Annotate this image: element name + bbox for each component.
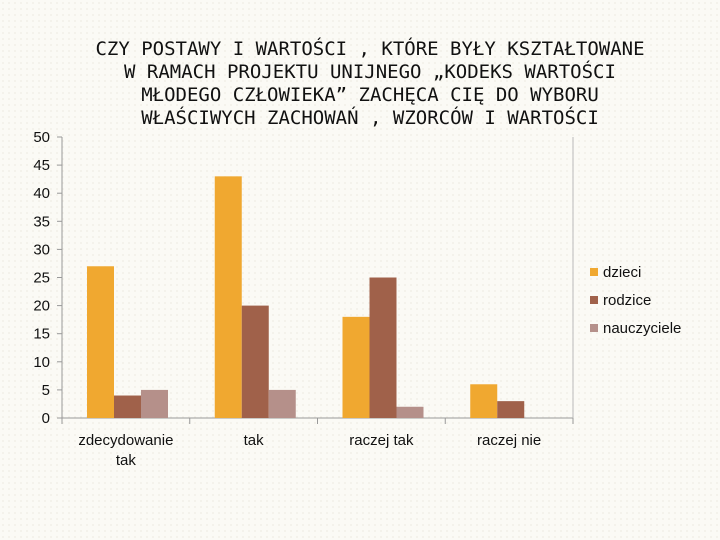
y-tick-label: 20 (33, 298, 50, 315)
category-label: zdecydowanie tak (78, 432, 173, 469)
legend-label: nauczyciele (603, 320, 681, 337)
legend-label: rodzice (603, 292, 651, 309)
bar-nauczyciele (396, 406, 424, 418)
y-axis-ticks: 0 5 10 15 20 25 30 35 40 45 50 (33, 129, 574, 427)
chart-bars (87, 176, 525, 418)
bar-dzieci (342, 316, 370, 418)
legend-label: dzieci (603, 264, 641, 281)
y-tick-label: 40 (33, 185, 50, 202)
bar-nauczyciele (268, 389, 296, 418)
chart-title-line: CZY POSTAWY I WARTOŚCI , KTÓRE BYŁY KSZT… (95, 38, 645, 60)
bar-dzieci (214, 176, 242, 418)
x-axis-categories: zdecydowanie tak tak raczej tak raczej nie (78, 432, 541, 469)
bar-nauczyciele (141, 389, 168, 418)
y-tick-label: 0 (42, 410, 50, 427)
chart-title: CZY POSTAWY I WARTOŚCI , KTÓRE BYŁY KSZT… (40, 38, 700, 130)
y-tick-label: 5 (42, 382, 50, 399)
bar-rodzice (241, 305, 269, 418)
chart-title-line: MŁODEGO CZŁOWIEKA” ZACHĘCA CIĘ DO WYBORU (141, 84, 599, 106)
bar-rodzice (497, 401, 525, 418)
category-label: raczej tak (349, 432, 414, 449)
chart-legend: dzieci rodzice nauczyciele (590, 264, 681, 337)
y-tick-label: 35 (33, 213, 50, 230)
chart-title-line: W RAMACH PROJEKTU UNIJNEGO „KODEKS WARTO… (124, 61, 616, 83)
y-tick-label: 45 (33, 157, 50, 174)
y-tick-label: 30 (33, 241, 50, 258)
bar-rodzice (369, 277, 397, 418)
category-label: tak (244, 432, 265, 449)
bar-rodzice (114, 395, 141, 418)
bar-dzieci (87, 266, 114, 418)
chart-title-line: WŁAŚCIWYCH ZACHOWAŃ , WZORCÓW I WARTOŚCI (141, 107, 599, 129)
legend-swatch (590, 296, 598, 304)
y-tick-label: 15 (33, 326, 50, 343)
y-tick-label: 50 (33, 129, 50, 146)
legend-swatch (590, 324, 598, 332)
category-label: raczej nie (477, 432, 541, 449)
y-tick-label: 25 (33, 270, 50, 287)
legend-swatch (590, 268, 598, 276)
y-tick-label: 10 (33, 354, 50, 371)
chart-axes (61, 137, 574, 419)
bar-dzieci (470, 384, 498, 418)
